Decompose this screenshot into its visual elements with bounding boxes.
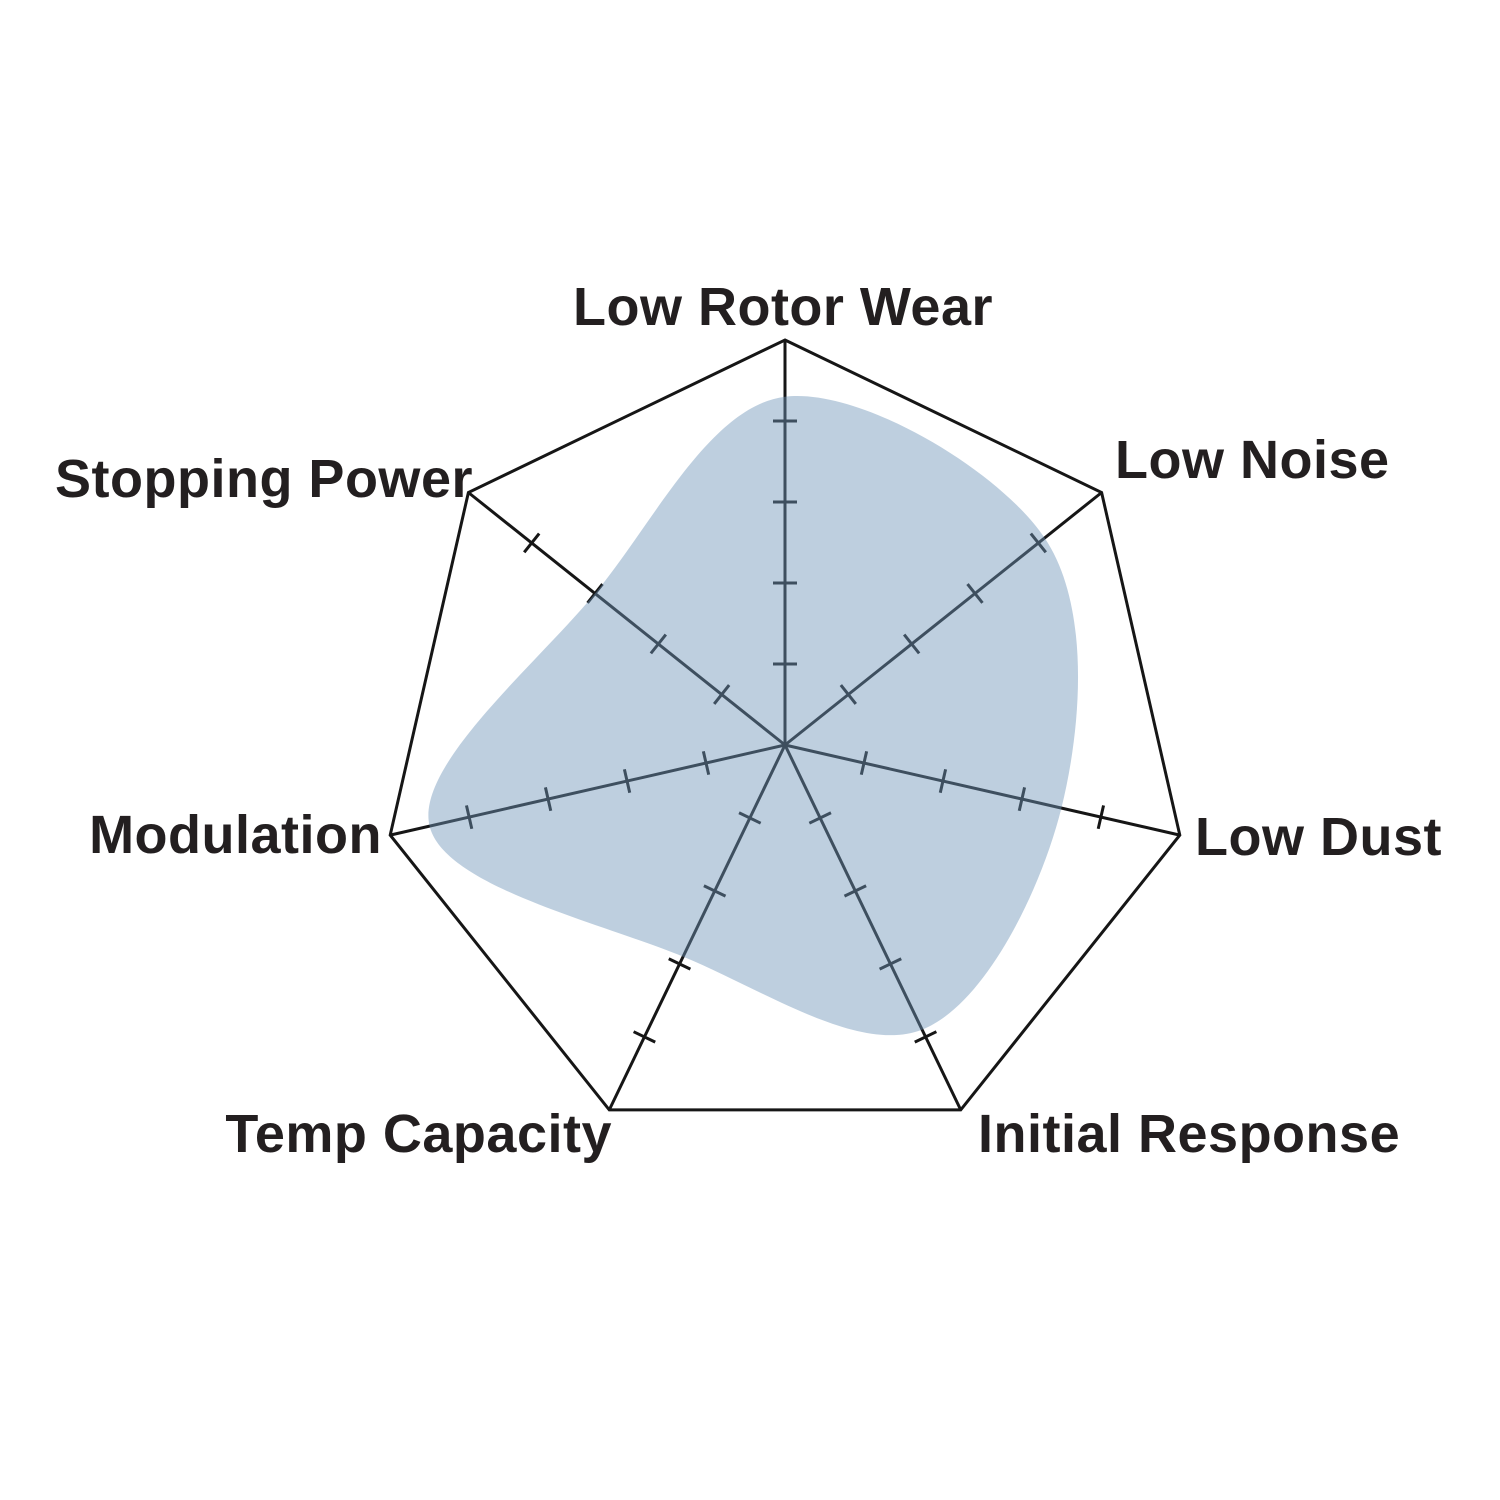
radar-spoke bbox=[783, 744, 963, 1111]
radar-tick bbox=[703, 884, 727, 898]
axis-label-stopping-power: Stopping Power bbox=[55, 449, 473, 509]
radar-tick bbox=[859, 750, 869, 776]
radar-tick bbox=[523, 532, 541, 554]
radar-spokes bbox=[389, 340, 1181, 1111]
axis-label-initial-response: Initial Response bbox=[978, 1104, 1400, 1164]
axis-label-low-dust: Low Dust bbox=[1195, 807, 1442, 867]
axis-labels: Low Rotor Wear Low Noise Low Dust Initia… bbox=[55, 277, 1442, 1164]
radar-tick bbox=[701, 750, 711, 776]
radar-spoke bbox=[784, 743, 1181, 837]
radar-tick bbox=[1096, 805, 1106, 830]
axis-label-low-noise: Low Noise bbox=[1115, 430, 1390, 490]
radar-tick bbox=[843, 884, 867, 898]
radar-spoke bbox=[389, 743, 786, 837]
radar-tick bbox=[738, 811, 762, 825]
axis-label-modulation: Modulation bbox=[89, 805, 382, 865]
radar-spoke bbox=[784, 491, 1103, 747]
radar-tick bbox=[713, 684, 731, 705]
radar-tick bbox=[1017, 787, 1027, 812]
radar-outline-ring bbox=[388, 338, 1182, 1112]
radar-tick bbox=[938, 769, 948, 794]
radar-tick bbox=[1029, 532, 1047, 554]
radar-tick bbox=[808, 811, 832, 825]
radar-tick bbox=[839, 684, 857, 705]
radar-tick bbox=[586, 583, 604, 604]
radar-tick bbox=[464, 805, 474, 830]
radar-fill-area bbox=[428, 395, 1079, 1036]
radar-tick bbox=[966, 583, 984, 604]
axis-label-temp-capacity: Temp Capacity bbox=[225, 1104, 612, 1164]
radar-spoke bbox=[607, 744, 787, 1111]
radar-tick bbox=[632, 1030, 656, 1044]
radar-tick bbox=[878, 957, 902, 971]
radar-spoke bbox=[467, 491, 786, 747]
radar-tick bbox=[622, 769, 632, 794]
radar-tick bbox=[649, 633, 667, 655]
radar-tick bbox=[543, 787, 553, 812]
radar-tick bbox=[914, 1030, 938, 1044]
radar-tick bbox=[668, 957, 692, 971]
radar-tick-marks bbox=[464, 419, 1106, 1044]
axis-label-low-rotor-wear: Low Rotor Wear bbox=[573, 277, 993, 337]
radar-tick bbox=[903, 633, 921, 655]
